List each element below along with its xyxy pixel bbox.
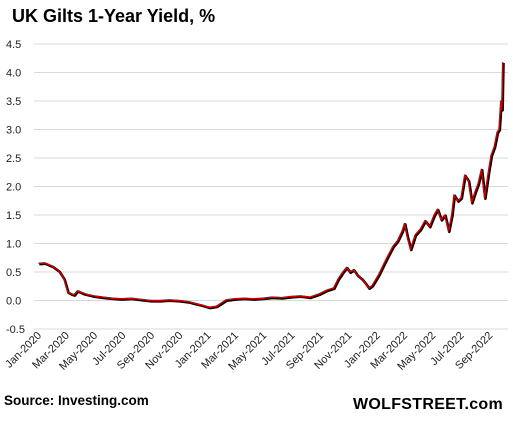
chart-title: UK Gilts 1-Year Yield, % xyxy=(12,6,216,26)
y-tick-label: 4.0 xyxy=(6,68,21,80)
series-layer xyxy=(38,62,505,310)
y-tick-label: 2.0 xyxy=(6,182,21,194)
y-tick-label: 1.0 xyxy=(6,239,21,251)
y-tick-label: 3.0 xyxy=(6,125,21,137)
y-tick-label: 0.5 xyxy=(6,267,21,279)
y-tick-label: 3.5 xyxy=(6,96,21,108)
y-tick-label: -0.5 xyxy=(6,324,25,336)
source-note: Source: Investing.com xyxy=(4,393,149,408)
series-line-shadow xyxy=(39,62,505,310)
gridlines xyxy=(34,43,508,330)
y-tick-label: 4.5 xyxy=(6,39,21,51)
y-tick-label: 0.0 xyxy=(6,296,21,308)
y-tick-label: 2.5 xyxy=(6,153,21,165)
series-line xyxy=(38,62,504,309)
y-tick-label: 1.5 xyxy=(6,210,21,222)
x-axis-ticks: Jan-2020Mar-2020May-2020Jul-2020Sep-2020… xyxy=(3,330,495,373)
brand-logo-text: WOLFSTREET.com xyxy=(353,396,503,413)
y-axis-ticks: -0.5 0.0 0.5 1.0 1.5 2.0 2.5 3.0 3.5 4.0 4.5 xyxy=(6,39,25,336)
